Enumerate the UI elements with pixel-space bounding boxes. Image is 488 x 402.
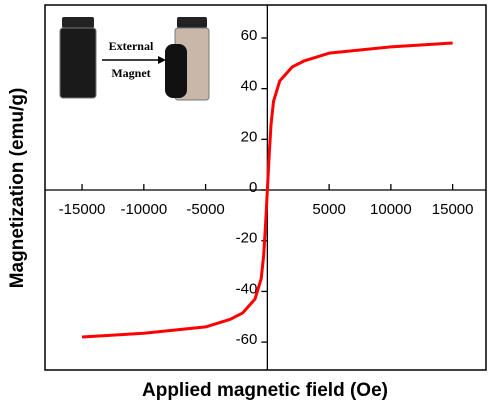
inset: External Magnet — [60, 17, 209, 100]
x-tick-label: 5000 — [312, 201, 345, 218]
y-tick-label: -40 — [236, 280, 258, 297]
y-axis-label: Magnetization (emu/g) — [7, 88, 28, 289]
annotation: External — [109, 39, 154, 53]
magnet — [165, 44, 187, 98]
y-tick-label: 0 — [249, 179, 257, 196]
x-tick-label: -5000 — [186, 201, 224, 218]
x-axis-label: Applied magnetic field (Oe) — [142, 380, 388, 401]
arrow-head — [158, 56, 166, 64]
annotation: Magnet — [111, 66, 150, 80]
y-tick-label: 20 — [241, 128, 258, 145]
y-tick-label: -60 — [236, 331, 258, 348]
y-tick-label: 60 — [241, 27, 258, 44]
x-tick-label: 10000 — [370, 201, 412, 218]
vial — [60, 28, 96, 98]
x-tick-label: -10000 — [120, 201, 167, 218]
y-tick-label: 40 — [241, 78, 258, 95]
chart: Applied magnetic field (Oe) Magnetizatio… — [0, 0, 488, 402]
y-tick-label: -20 — [236, 230, 258, 247]
vial-cap — [62, 17, 94, 28]
x-tick-label: 15000 — [432, 201, 474, 218]
vial-cap — [177, 17, 207, 28]
x-tick-label: -15000 — [59, 201, 106, 218]
